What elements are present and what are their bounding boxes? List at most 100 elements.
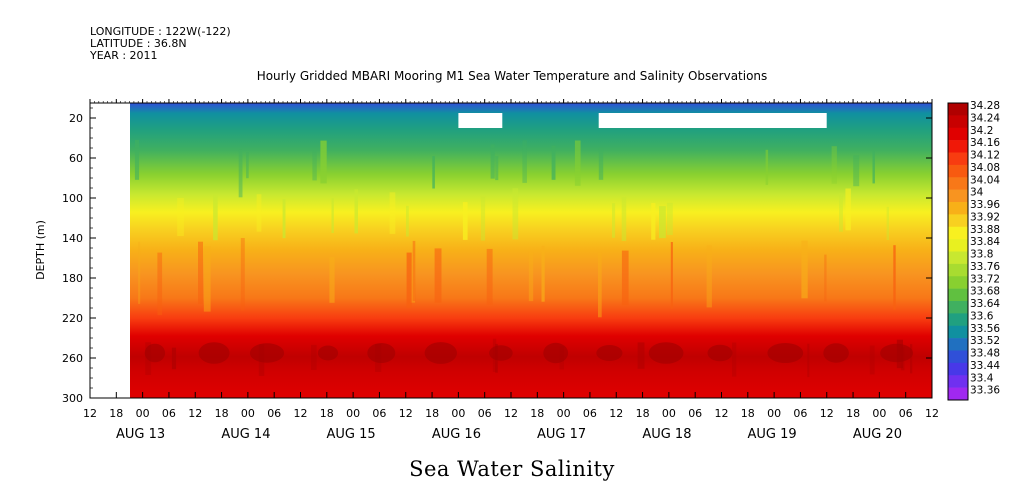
x-hour-tick-label: 06 bbox=[688, 407, 702, 420]
latitude-label: LATITUDE : 36.8N bbox=[90, 37, 187, 50]
colorbar-swatch bbox=[948, 202, 968, 215]
colorbar-swatch bbox=[948, 214, 968, 228]
x-hour-tick-label: 18 bbox=[530, 407, 544, 420]
y-tick-label: 100 bbox=[62, 192, 83, 205]
y-axis-label: DEPTH (m) bbox=[34, 220, 47, 280]
eddy bbox=[198, 342, 230, 364]
streak bbox=[551, 145, 556, 180]
y-axis-ticks: 20 60 100 140 180 220 260 300 bbox=[62, 107, 932, 405]
colorbar-label: 33.68 bbox=[970, 286, 1000, 298]
colorbar-swatch bbox=[948, 251, 968, 265]
streak bbox=[801, 240, 808, 299]
streak bbox=[824, 254, 827, 302]
x-axis-ticks: 12 18 00 06 12 18 00 06 12 18 00 06 12 18 00 06 12 18 00 06… bbox=[83, 99, 939, 442]
colorbar-swatch bbox=[948, 313, 968, 327]
colorbar-label: 33.48 bbox=[970, 348, 1000, 360]
x-hour-tick-label: 00 bbox=[346, 407, 360, 420]
colorbar-label: 34 bbox=[970, 187, 984, 199]
streak bbox=[495, 156, 499, 181]
streak bbox=[406, 205, 409, 237]
x-hour-tick-label: 00 bbox=[872, 407, 886, 420]
x-hour-tick-label: 06 bbox=[793, 407, 807, 420]
streak bbox=[807, 343, 810, 378]
streak bbox=[869, 345, 875, 375]
eddy bbox=[424, 342, 457, 364]
x-hour-tick-label: 00 bbox=[557, 407, 571, 420]
streak bbox=[598, 252, 602, 318]
plot-area: 12 18 00 06 12 18 00 06 12 18 00 06 12 18 00 06 12 18 00 06… bbox=[62, 99, 939, 442]
x-day-label: AUG 13 bbox=[116, 427, 165, 442]
x-hour-tick-label: 12 bbox=[83, 407, 97, 420]
streak bbox=[886, 206, 889, 240]
streak bbox=[522, 140, 527, 183]
colorbar-swatch bbox=[948, 362, 968, 376]
eddy bbox=[767, 343, 804, 363]
streak bbox=[177, 197, 184, 236]
streak bbox=[282, 199, 286, 239]
eddy bbox=[489, 345, 513, 361]
colorbar-swatch bbox=[948, 115, 968, 129]
colorbar-swatch bbox=[948, 164, 968, 178]
y-tick-label: 260 bbox=[62, 352, 83, 365]
streak bbox=[462, 202, 468, 240]
colorbar-label: 33.56 bbox=[970, 323, 1000, 335]
streak bbox=[706, 245, 712, 308]
streak bbox=[329, 257, 335, 303]
colorbar-swatch bbox=[948, 177, 968, 190]
streak bbox=[839, 193, 843, 232]
colorbar-label: 34.24 bbox=[970, 112, 1000, 124]
streak bbox=[872, 150, 875, 184]
x-hour-tick-label: 18 bbox=[320, 407, 334, 420]
eddy bbox=[249, 343, 285, 363]
x-hour-tick-label: 18 bbox=[846, 407, 860, 420]
streak bbox=[670, 242, 673, 309]
colorbar-label: 34.2 bbox=[970, 125, 993, 137]
colorbar-swatch bbox=[948, 350, 968, 364]
colorbar-swatch bbox=[948, 226, 968, 240]
x-hour-tick-label: 06 bbox=[899, 407, 913, 420]
longitude-label: LONGITUDE : 122W(-122) bbox=[90, 25, 231, 38]
eddy bbox=[823, 343, 849, 363]
x-day-label: AUG 16 bbox=[432, 427, 481, 442]
streak bbox=[256, 194, 262, 232]
streak bbox=[621, 197, 627, 241]
x-hour-tick-label: 12 bbox=[504, 407, 518, 420]
missing-data-block bbox=[598, 113, 827, 128]
x-hour-tick-label: 12 bbox=[820, 407, 834, 420]
y-tick-label: 140 bbox=[62, 232, 83, 245]
colorbar-swatch bbox=[948, 301, 968, 314]
colorbar-label: 34.04 bbox=[970, 174, 1000, 186]
streak bbox=[198, 241, 203, 305]
streak bbox=[320, 140, 327, 184]
x-hour-tick-label: 00 bbox=[241, 407, 255, 420]
y-tick-label: 300 bbox=[62, 392, 83, 405]
streak bbox=[406, 252, 412, 308]
colorbar-label: 33.64 bbox=[970, 298, 1000, 310]
streak bbox=[659, 206, 666, 239]
chart-title: Hourly Gridded MBARI Mooring M1 Sea Wate… bbox=[257, 69, 768, 83]
colorbar-label: 33.76 bbox=[970, 261, 1000, 273]
eddy bbox=[596, 345, 623, 361]
streak bbox=[666, 202, 673, 235]
x-hour-tick-label: 12 bbox=[715, 407, 729, 420]
colorbar-label: 33.88 bbox=[970, 224, 1000, 236]
y-tick-label: 180 bbox=[62, 272, 83, 285]
streak bbox=[246, 152, 249, 179]
year-label: YEAR : 2011 bbox=[89, 49, 158, 62]
streak bbox=[490, 144, 495, 179]
colorbar-label: 33.36 bbox=[970, 385, 1000, 397]
colorbar-label: 33.92 bbox=[970, 211, 1000, 223]
colorbar-label: 33.96 bbox=[970, 199, 1000, 211]
colorbar-label: 34.28 bbox=[970, 100, 1000, 112]
streak bbox=[213, 194, 218, 241]
y-tick-label: 60 bbox=[69, 152, 83, 165]
missing-data-block bbox=[90, 103, 130, 398]
x-hour-tick-label: 12 bbox=[399, 407, 413, 420]
colorbar-swatch bbox=[948, 189, 968, 203]
streak bbox=[480, 196, 486, 241]
streak bbox=[203, 246, 211, 312]
x-hour-tick-label: 18 bbox=[425, 407, 439, 420]
eddy bbox=[367, 343, 396, 363]
colorbar-label: 34.08 bbox=[970, 162, 1000, 174]
streak bbox=[541, 245, 545, 302]
